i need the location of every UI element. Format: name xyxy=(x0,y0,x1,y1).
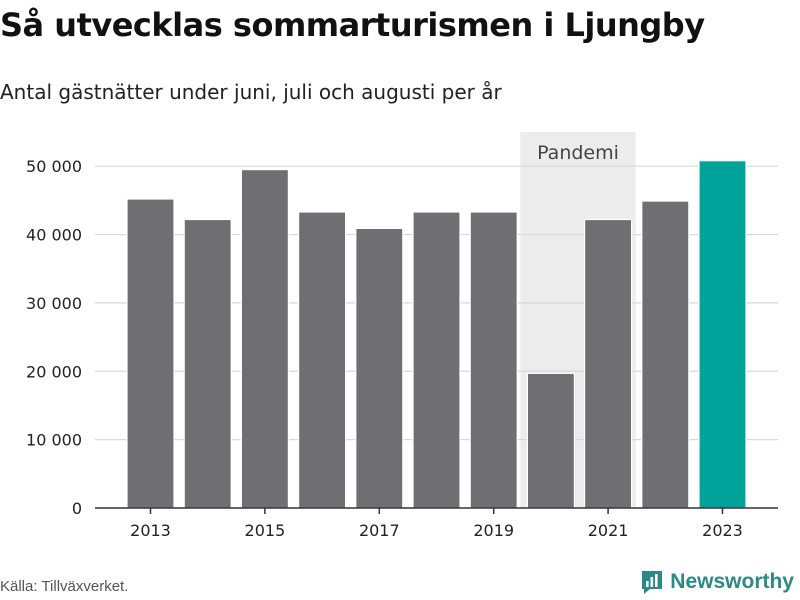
bar-2014 xyxy=(183,218,232,509)
y-tick-label: 40 000 xyxy=(26,226,82,245)
chart-subtitle: Antal gästnätter under juni, juli och au… xyxy=(0,80,502,104)
source-note: Källa: Tillväxverket. xyxy=(0,578,129,595)
y-tick-label: 50 000 xyxy=(26,157,82,176)
bar-chart: Pandemi 0 10 000 20 000 30 000 40 000 50 000 20… xyxy=(26,132,778,540)
x-tick-label: 2021 xyxy=(588,521,629,540)
x-tick-label: 2013 xyxy=(130,521,171,540)
brand-name: Newsworthy xyxy=(670,570,794,593)
bar-2015 xyxy=(240,169,289,509)
bar-2020 xyxy=(526,372,576,509)
bar-2013 xyxy=(126,198,175,509)
brand-logo: Newsworthy xyxy=(640,569,794,595)
newsworthy-logo-icon xyxy=(642,571,663,594)
band-label: Pandemi xyxy=(537,142,619,164)
y-tick-label: 20 000 xyxy=(26,362,82,381)
bar-2021 xyxy=(583,218,633,509)
bar-2018 xyxy=(412,211,461,509)
x-tick-label: 2023 xyxy=(702,521,743,540)
bar-2016 xyxy=(298,211,347,509)
x-tick-label: 2019 xyxy=(473,521,514,540)
x-tick-label: 2017 xyxy=(359,521,400,540)
y-tick-label: 30 000 xyxy=(26,294,82,313)
bar-2017 xyxy=(355,227,404,509)
bar-2023 xyxy=(698,160,747,509)
x-tick-label: 2015 xyxy=(245,521,286,540)
bar-2022 xyxy=(641,200,690,509)
chart-title: Så utvecklas sommarturismen i Ljungby xyxy=(0,6,705,44)
bar-2019 xyxy=(469,211,518,509)
y-tick-label: 0 xyxy=(72,499,82,518)
y-tick-label: 10 000 xyxy=(26,431,82,450)
